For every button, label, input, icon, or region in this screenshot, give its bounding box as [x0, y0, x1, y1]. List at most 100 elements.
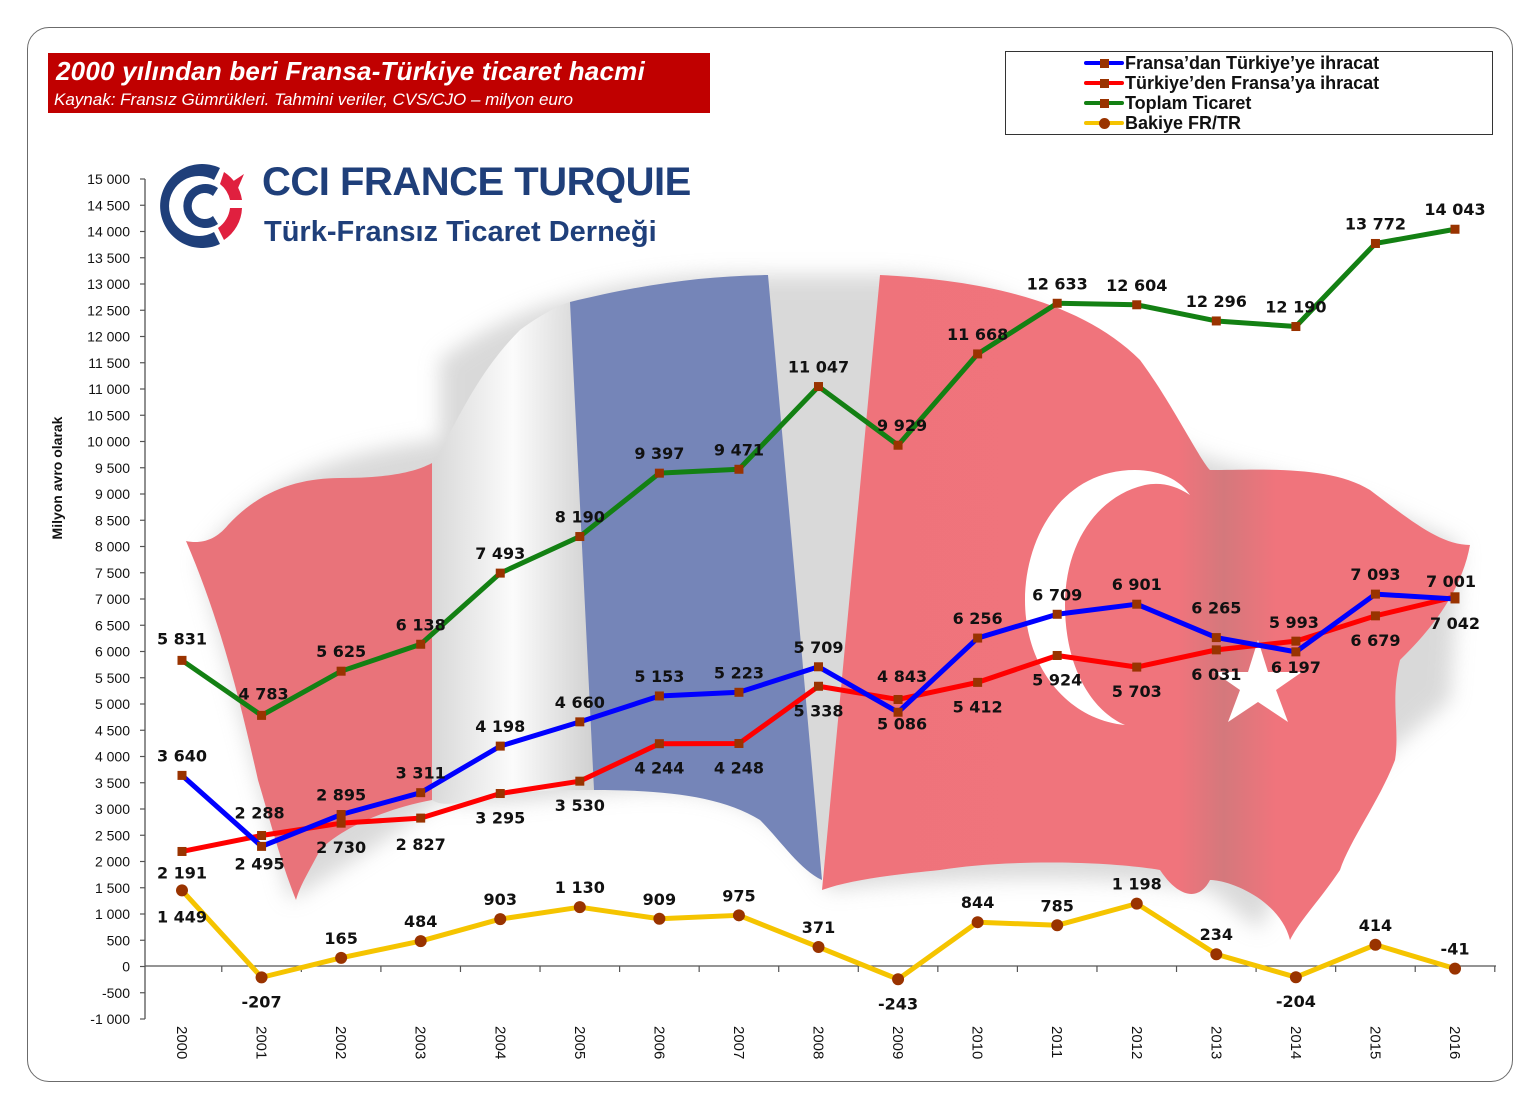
data-point-total-trade — [336, 666, 346, 676]
data-point-total-trade — [1291, 322, 1301, 332]
data-point-balance — [255, 971, 268, 984]
y-tick-label: -1 000 — [90, 1011, 130, 1027]
data-point-balance — [414, 935, 427, 948]
legend-label: Toplam Ticaret — [1125, 92, 1252, 113]
data-point-tr-exports — [257, 831, 267, 841]
data-point-tr-exports — [1370, 611, 1380, 621]
data-label-balance: -243 — [878, 994, 918, 1013]
y-tick-label: 2 500 — [95, 827, 130, 843]
data-label-tr-exports: 2 191 — [157, 863, 207, 882]
data-label-tr-exports: 7 042 — [1430, 614, 1480, 633]
data-point-tr-exports — [814, 681, 823, 691]
x-tick-label: 2007 — [730, 1026, 747, 1059]
data-point-tr-exports — [495, 789, 505, 799]
data-label-fr-exports: 5 993 — [1269, 613, 1319, 632]
data-point-total-trade — [575, 532, 585, 542]
data-label-balance: 975 — [722, 886, 755, 905]
x-tick-label: 2001 — [253, 1026, 270, 1059]
cci-logo: CCI FRANCE TURQUIE Türk-Fransız Ticaret … — [158, 158, 718, 254]
legend: Fransa’dan Türkiye’ye ihracat Türkiye’de… — [1005, 51, 1493, 135]
data-point-total-trade — [257, 710, 267, 720]
legend-item-total-trade: Toplam Ticaret — [1084, 93, 1251, 113]
chart-title: 2000 yılından beri Fransa-Türkiye ticare… — [56, 56, 645, 86]
data-label-fr-exports: 6 709 — [1032, 585, 1082, 604]
logo-title: CCI FRANCE TURQUIE — [262, 160, 691, 204]
data-label-fr-exports: 7 001 — [1426, 572, 1476, 591]
data-point-fr-exports — [1132, 599, 1142, 609]
data-point-balance — [494, 913, 507, 926]
y-tick-label: 10 500 — [87, 407, 130, 423]
data-label-total-trade: 7 493 — [475, 544, 525, 563]
data-point-fr-exports — [814, 662, 823, 672]
data-label-total-trade: 9 929 — [877, 416, 927, 435]
data-point-balance — [653, 912, 666, 925]
flag-white-band — [432, 302, 594, 804]
data-point-total-trade — [495, 568, 505, 578]
data-label-tr-exports: 5 412 — [953, 697, 1003, 716]
x-tick-label: 2009 — [889, 1026, 906, 1059]
data-point-balance — [1369, 938, 1382, 951]
y-tick-label: 12 000 — [87, 329, 130, 345]
data-point-tr-exports — [654, 739, 664, 749]
data-label-balance: 1 130 — [555, 878, 605, 897]
y-tick-label: 1 000 — [95, 906, 130, 922]
data-point-total-trade — [416, 639, 426, 649]
x-tick-label: 2014 — [1287, 1026, 1304, 1059]
data-label-balance: 903 — [484, 890, 517, 909]
x-tick-label: 2004 — [491, 1026, 508, 1059]
data-point-total-trade — [1450, 224, 1460, 234]
chart-subtitle: Kaynak: Fransız Gümrükleri. Tahmini veri… — [54, 90, 573, 109]
y-tick-label: 2 000 — [95, 854, 130, 870]
data-label-total-trade: 4 783 — [239, 684, 289, 703]
data-point-tr-exports — [336, 818, 346, 828]
data-point-total-trade — [1370, 238, 1380, 248]
data-label-total-trade: 8 190 — [555, 508, 605, 527]
data-label-tr-exports: 6 679 — [1350, 631, 1400, 650]
data-label-tr-exports: 3 530 — [555, 796, 605, 815]
series-fr-exports — [177, 589, 1460, 851]
y-tick-label: 6 000 — [95, 644, 130, 660]
data-point-fr-exports — [1291, 647, 1301, 657]
data-label-fr-exports: 4 198 — [475, 717, 525, 736]
data-point-fr-exports — [495, 741, 505, 751]
y-tick-label: 15 000 — [87, 171, 130, 187]
data-point-total-trade — [814, 382, 823, 392]
title-banner: 2000 yılından beri Fransa-Türkiye ticare… — [48, 53, 710, 113]
data-label-fr-exports: 5 223 — [714, 663, 764, 682]
data-point-tr-exports — [734, 738, 744, 748]
data-label-balance: 909 — [643, 890, 676, 909]
legend-label: Türkiye’den Fransa’ya ihracat — [1125, 72, 1380, 93]
y-tick-label: 14 000 — [87, 224, 130, 240]
data-label-fr-exports: 3 311 — [396, 764, 446, 783]
data-point-balance — [1051, 919, 1064, 932]
data-label-fr-exports: 6 265 — [1191, 599, 1241, 618]
data-point-balance — [335, 951, 348, 964]
data-label-balance: 414 — [1359, 916, 1392, 935]
x-tick-label: 2010 — [969, 1026, 986, 1059]
legend-line-icon — [1084, 53, 1124, 73]
data-label-balance: 785 — [1040, 896, 1073, 915]
y-tick-label: 5 500 — [95, 670, 130, 686]
data-label-tr-exports: 3 295 — [475, 809, 525, 828]
data-point-tr-exports — [1211, 645, 1221, 655]
legend-label: Fransa’dan Türkiye’ye ihracat — [1125, 52, 1380, 73]
x-tick-label: 2011 — [1048, 1026, 1065, 1058]
data-label-total-trade: 12 190 — [1265, 298, 1326, 317]
x-tick-label: 2002 — [332, 1026, 349, 1059]
data-label-tr-exports: 2 730 — [316, 838, 366, 857]
data-label-fr-exports: 6 901 — [1112, 575, 1162, 594]
data-point-total-trade — [177, 655, 187, 665]
y-tick-label: -500 — [102, 985, 130, 1001]
data-label-total-trade: 5 625 — [316, 642, 366, 661]
y-tick-label: 12 500 — [87, 302, 130, 318]
data-label-balance: 484 — [404, 912, 437, 931]
y-tick-label: 4 000 — [95, 749, 130, 765]
data-label-total-trade: 6 138 — [396, 615, 446, 634]
data-point-balance — [732, 909, 745, 922]
data-label-tr-exports: 5 086 — [877, 714, 927, 733]
data-point-tr-exports — [416, 813, 426, 823]
y-tick-label: 11 500 — [88, 355, 130, 371]
y-axis-label: Milyon avro olarak — [49, 416, 65, 539]
y-tick-label: 8 500 — [95, 512, 130, 528]
data-label-fr-exports: 2 895 — [316, 786, 366, 805]
